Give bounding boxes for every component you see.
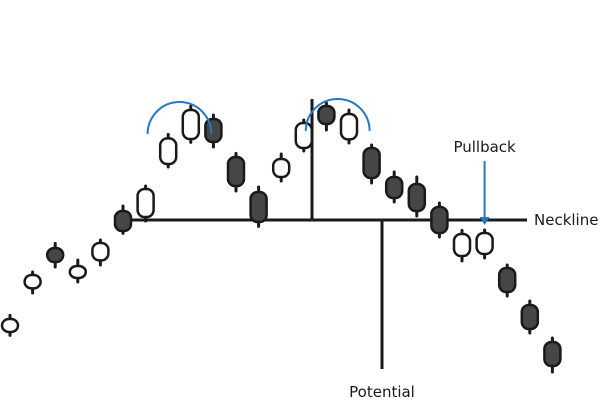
candle-body	[543, 340, 562, 368]
lines-layer	[118, 99, 527, 369]
candle	[91, 238, 110, 267]
candle	[362, 143, 381, 185]
candle	[226, 151, 246, 193]
candle	[158, 132, 178, 169]
candle-body	[430, 205, 449, 235]
neckline-label: Neckline	[534, 211, 598, 229]
potential-label: Potential	[349, 383, 415, 401]
candle-body	[475, 231, 494, 256]
candle-body	[181, 108, 201, 141]
candle-body	[407, 182, 427, 213]
candle-body	[23, 273, 42, 290]
candle	[384, 170, 404, 204]
candle	[136, 184, 155, 223]
candle-body	[384, 175, 404, 200]
candle-body	[452, 232, 472, 258]
candle	[249, 185, 268, 228]
candle	[271, 152, 291, 183]
candle	[452, 228, 472, 263]
pullback-label: Pullback	[453, 138, 516, 156]
pullback-arrow-head	[479, 217, 490, 225]
candle-body	[249, 190, 268, 224]
candle	[23, 270, 42, 295]
candle	[497, 263, 517, 298]
candle	[68, 258, 88, 284]
top-arc	[304, 98, 371, 131]
candle-body	[204, 117, 223, 144]
candles-layer	[0, 101, 562, 374]
candle	[181, 104, 201, 144]
candle	[520, 299, 540, 335]
arcs-layer	[146, 98, 371, 134]
candle-body	[226, 155, 246, 188]
candle	[294, 118, 314, 153]
candle	[430, 201, 449, 239]
candle-body	[68, 264, 88, 280]
candle-body	[520, 303, 540, 331]
candle-body	[113, 209, 133, 233]
candle-body	[294, 121, 314, 150]
candle-body	[45, 246, 65, 264]
candle-body	[339, 112, 359, 141]
candle-body	[0, 317, 20, 334]
candle	[339, 108, 359, 145]
candle-body	[91, 241, 110, 262]
candle-body	[362, 146, 381, 180]
candle-body	[271, 157, 291, 179]
candle-body	[497, 266, 517, 294]
annotation-layer: Pullback Neckline Potential	[349, 138, 598, 401]
top-arc	[146, 101, 213, 134]
candle	[45, 241, 65, 269]
candle-body	[136, 187, 155, 219]
candle	[407, 175, 427, 218]
candle	[113, 204, 133, 235]
candle-body	[317, 104, 336, 126]
candle-body	[158, 137, 178, 166]
candle	[475, 228, 494, 260]
candle	[0, 313, 20, 337]
candle	[543, 336, 562, 374]
candle	[317, 101, 336, 132]
